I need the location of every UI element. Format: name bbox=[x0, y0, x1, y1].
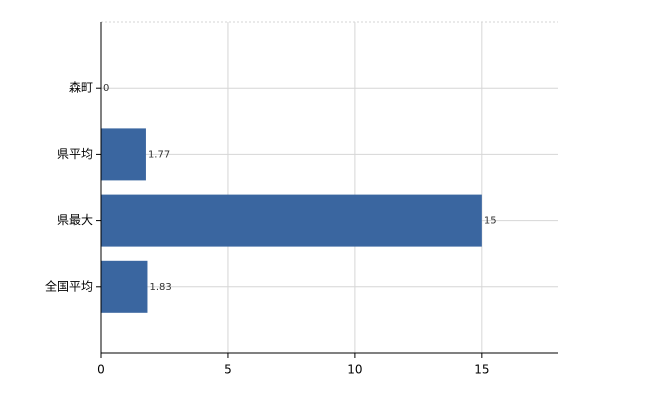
bar bbox=[101, 128, 146, 181]
y-tick-label: 全国平均 bbox=[45, 278, 93, 293]
value-label: 1.83 bbox=[149, 282, 171, 293]
bar bbox=[101, 260, 148, 313]
x-tick-label: 5 bbox=[224, 363, 232, 377]
y-tick-label: 県平均 bbox=[57, 147, 93, 161]
bar bbox=[101, 194, 482, 247]
x-tick-label: 15 bbox=[474, 363, 489, 377]
value-label: 15 bbox=[484, 216, 497, 227]
value-label: 0 bbox=[103, 83, 109, 94]
x-tick-label: 0 bbox=[97, 363, 105, 377]
value-label: 1.77 bbox=[148, 149, 170, 160]
x-tick-label: 10 bbox=[347, 363, 362, 377]
y-tick-label: 森町 bbox=[69, 80, 93, 95]
y-tick-label: 県最大 bbox=[57, 213, 93, 227]
